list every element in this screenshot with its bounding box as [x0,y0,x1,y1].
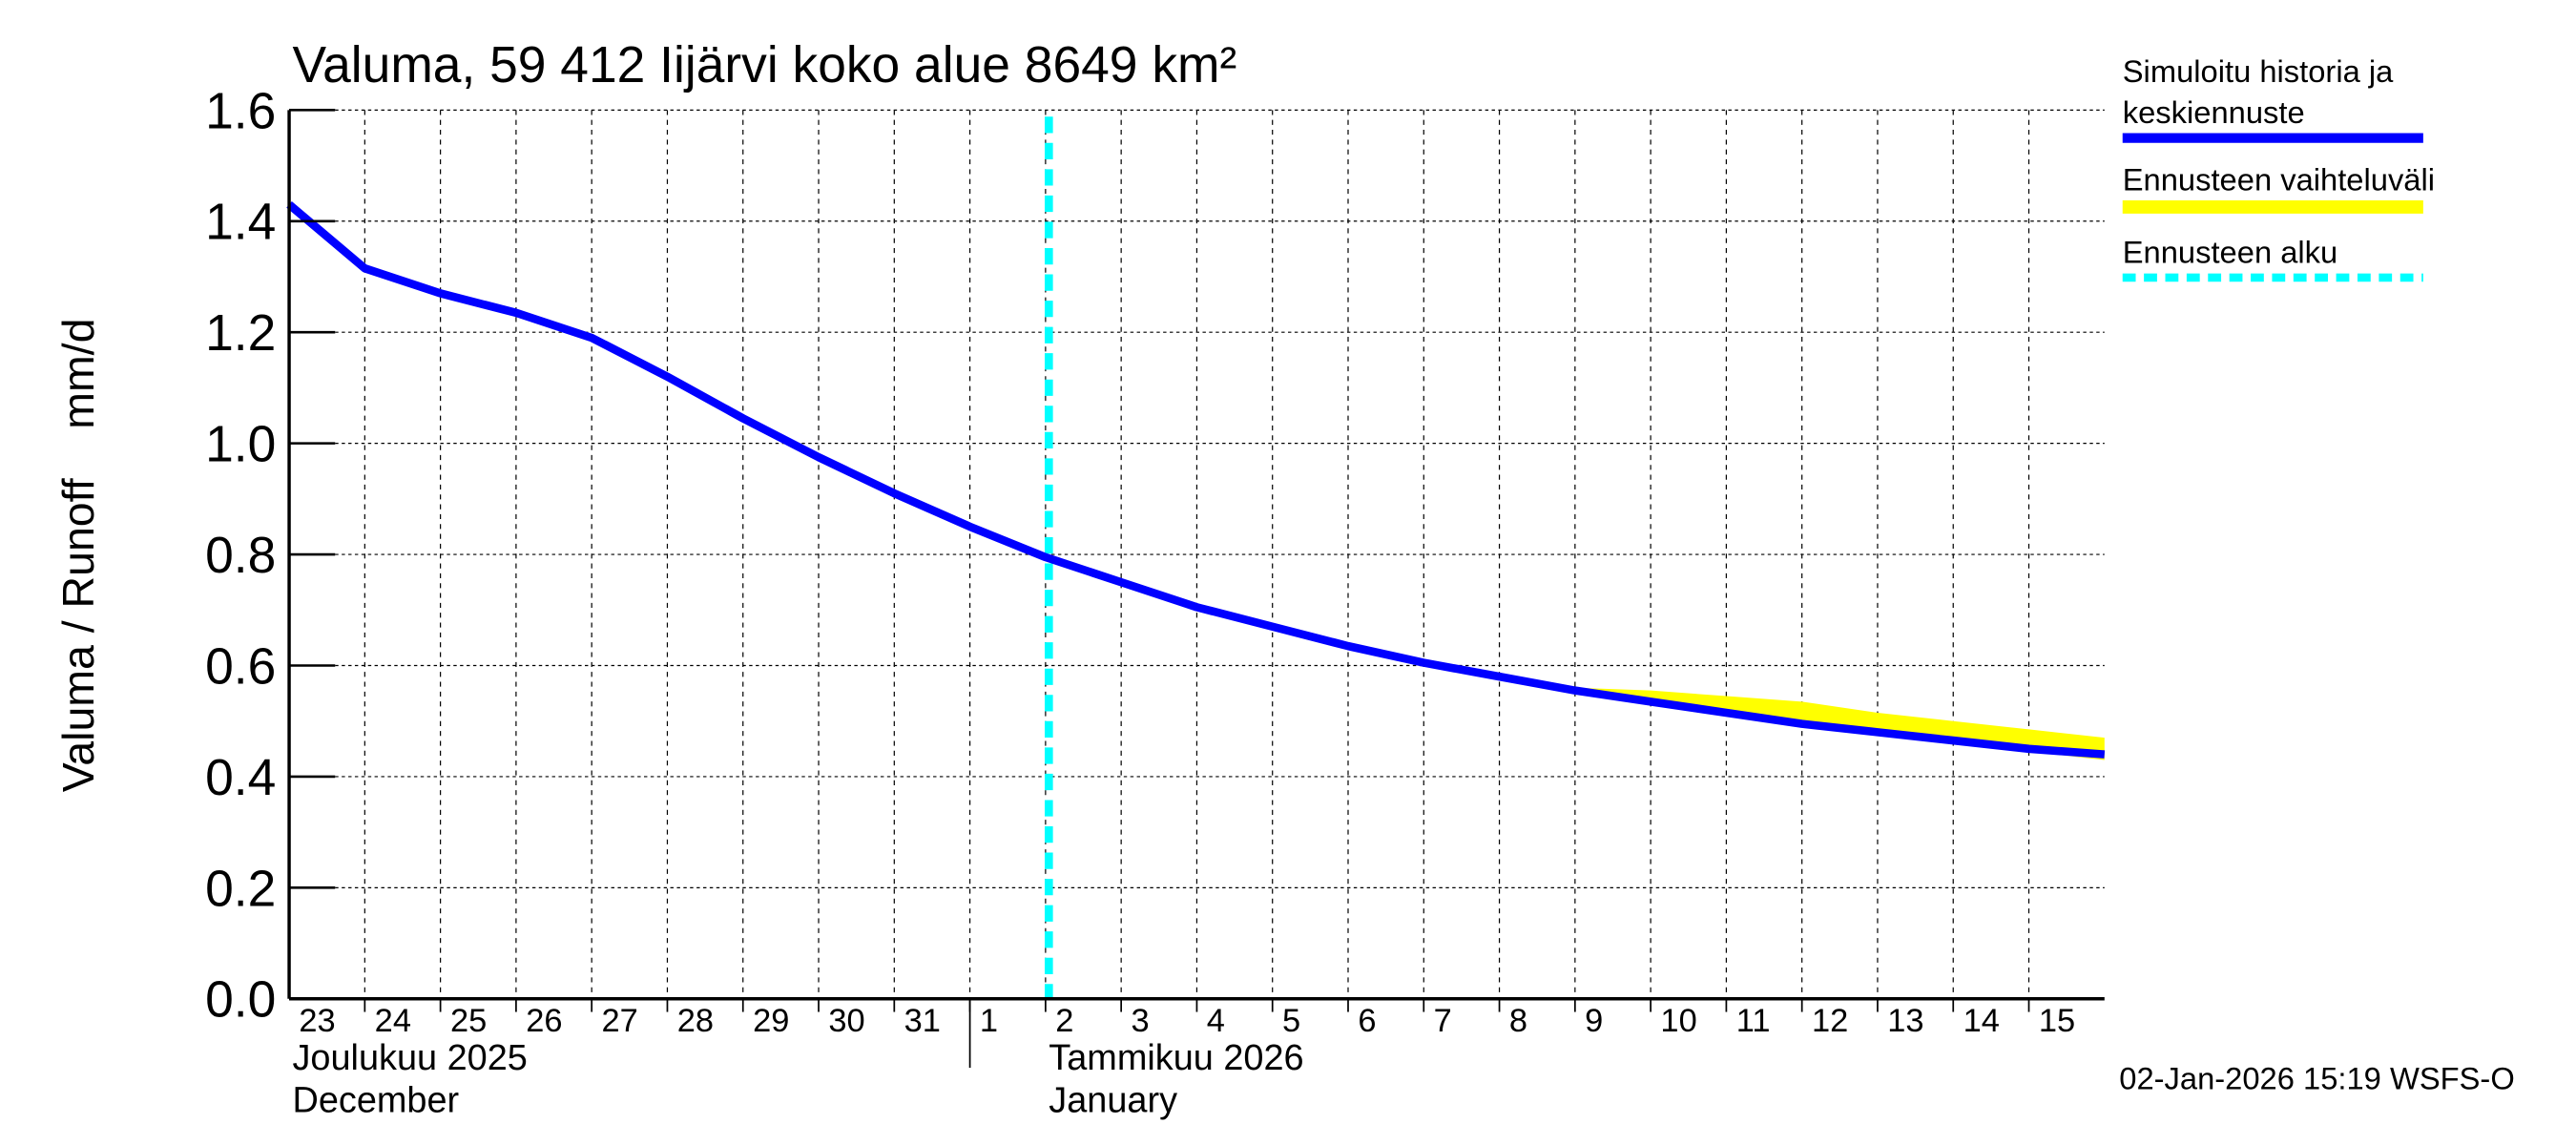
x-tick-label: 10 [1660,1003,1696,1039]
y-tick-label: 1.0 [205,417,276,473]
y-tick-label: 1.6 [205,83,276,139]
month-label-en: January [1049,1081,1177,1121]
x-tick-label: 24 [375,1003,411,1039]
y-tick-label: 0.2 [205,861,276,917]
grid [289,109,2105,999]
axes: 0.00.20.40.60.81.01.21.41.623 24 25 26 27 28 2… [205,83,2105,1121]
x-tick-label: 13 [1887,1003,1923,1039]
x-tick-label: 28 [677,1003,714,1039]
legend: Simuloitu historia ja keskiennuste Ennus… [2122,53,2435,282]
legend-label-forecast-start: Ennusteen alku [2123,234,2337,269]
x-tick-label: 3 [1131,1003,1149,1039]
legend-label-band: Ennusteen vaihteluväli [2123,162,2435,198]
x-tick-label: 15 [2039,1003,2075,1039]
x-tick-label: 25 [450,1003,487,1039]
x-tick-label: 30 [828,1003,864,1039]
x-tick-label: 14 [1963,1003,2000,1039]
y-tick-label: 0.6 [205,638,276,695]
x-tick-label: 6 [1358,1003,1376,1039]
x-tick-label: 8 [1509,1003,1527,1039]
y-tick-label: 1.4 [205,195,276,251]
y-tick-label: 0.8 [205,528,276,584]
series-layer [286,201,2106,759]
x-tick-label: 31 [904,1003,941,1039]
y-tick-label: 0.0 [205,972,276,1029]
x-tick-label: 9 [1585,1003,1603,1039]
y-tick-label: 0.4 [205,750,276,806]
month-label-en: December [293,1081,460,1121]
y-axis-label: Valuma / Runoff mm/d [53,319,103,793]
legend-label-sim-1: Simuloitu historia ja [2123,53,2394,89]
x-tick-label: 23 [299,1003,335,1039]
month-label-fi: Joulukuu 2025 [293,1038,528,1078]
chart-title: Valuma, 59 412 Iijärvi koko alue 8649 km… [293,37,1237,94]
legend-label-sim-2: keskiennuste [2123,94,2305,130]
x-tick-label: 11 [1736,1003,1771,1039]
x-tick-label: 2 [1055,1003,1073,1039]
y-tick-label: 1.2 [205,305,276,362]
x-tick-label: 4 [1207,1003,1225,1039]
x-tick-label: 12 [1812,1003,1848,1039]
x-tick-label: 1 [980,1003,998,1039]
footer-timestamp: 02-Jan-2026 15:19 WSFS-O [2119,1060,2514,1095]
x-tick-label: 7 [1434,1003,1452,1039]
x-tick-label: 5 [1282,1003,1300,1039]
month-label-fi: Tammikuu 2026 [1049,1038,1303,1078]
x-tick-label: 29 [753,1003,789,1039]
x-tick-label: 27 [602,1003,638,1039]
x-tick-label: 26 [526,1003,562,1039]
